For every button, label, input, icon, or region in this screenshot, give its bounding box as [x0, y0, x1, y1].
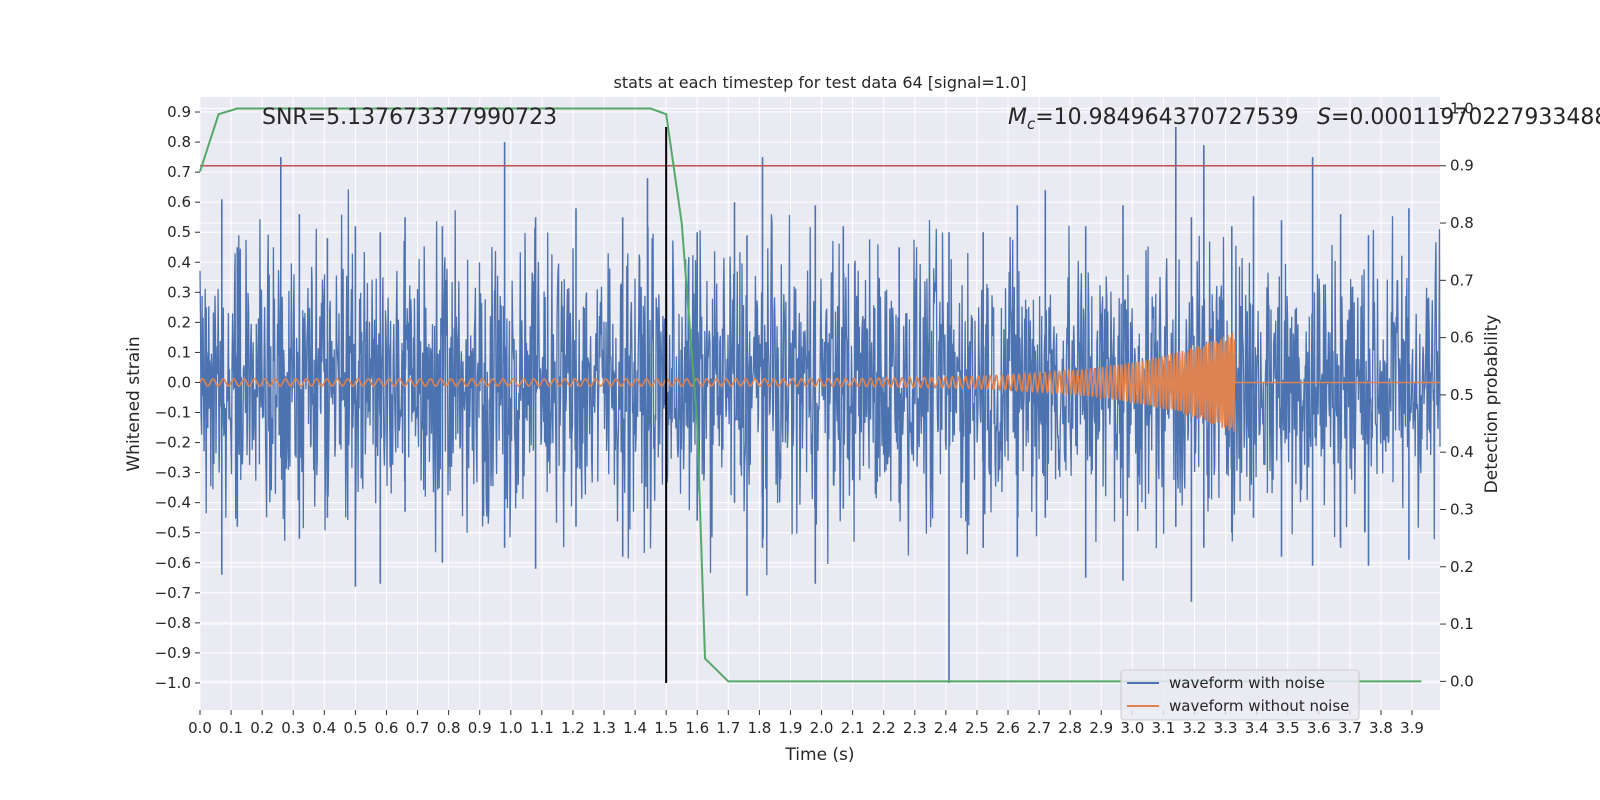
chirp-mass-annotation: Mc=10.984964370727539: [1008, 105, 1299, 133]
right-axis-ticks: 1.0 0.9 0.8 0.7 0.6 0.5 0.4 0.3 0.2 0.1 0.0: [1440, 99, 1474, 690]
y-right-tick-label: 0.5: [1450, 386, 1474, 404]
x-tick-label: 1.3: [592, 719, 616, 737]
y-left-tick-label: 0.5: [167, 223, 191, 241]
left-axis-ticks: 0.9 0.8 0.7 0.6 0.5 0.4 0.3 0.2 0.1 0.0 −0.1 −0.2 −0…: [155, 103, 200, 692]
x-tick-label: 3.8: [1369, 719, 1393, 737]
s-value: =0.00011970227933488786: [1331, 105, 1600, 130]
chart-title: stats at each timestep for test data 64 …: [614, 73, 1027, 92]
x-tick-label: 2.5: [965, 719, 989, 737]
x-tick-label: 3.7: [1338, 719, 1362, 737]
x-tick-label: 2.0: [810, 719, 834, 737]
y-left-tick-label: 0.2: [167, 313, 191, 331]
y-right-tick-label: 0.4: [1450, 443, 1474, 461]
x-tick-label: 1.8: [747, 719, 771, 737]
y-left-tick-label: 0.9: [167, 103, 191, 121]
x-tick-label: 0.1: [219, 719, 243, 737]
y-left-tick-label: −0.8: [155, 614, 191, 632]
legend-label-clean: waveform without noise: [1169, 697, 1349, 715]
y-left-tick-label: 0.3: [167, 283, 191, 301]
x-tick-label: 2.6: [996, 719, 1020, 737]
x-tick-label: 1.7: [716, 719, 740, 737]
x-tick-label: 2.3: [903, 719, 927, 737]
y-right-tick-label: 0.1: [1450, 615, 1474, 633]
y-right-tick-label: 0.6: [1450, 329, 1474, 347]
y-left-tick-label: 0.4: [167, 253, 191, 271]
x-tick-label: 2.4: [934, 719, 958, 737]
y-left-tick-label: 0.6: [167, 193, 191, 211]
probability-series: [199, 107, 1422, 683]
s-symbol: S: [1317, 105, 1331, 130]
y-axis-label-right: Detection probability: [1482, 315, 1502, 494]
x-tick-label: 1.2: [561, 719, 585, 737]
y-left-tick-label: 0.7: [167, 163, 191, 181]
y-left-tick-label: −0.5: [155, 524, 191, 542]
y-right-tick-label: 0.8: [1450, 214, 1474, 232]
x-tick-label: 2.8: [1058, 719, 1082, 737]
x-tick-label: 0.0: [188, 719, 212, 737]
legend: waveform with noise waveform without noi…: [1120, 669, 1360, 721]
probability-line: [199, 107, 1422, 683]
clean-trace: [199, 332, 1440, 432]
legend-label-noise: waveform with noise: [1169, 674, 1325, 692]
x-tick-label: 0.2: [250, 719, 274, 737]
x-axis-ticks: 0.0 0.1 0.2 0.3 0.4 0.5 0.6 0.7 0.8 0.9 1.0 1.1 1.2 1…: [188, 710, 1424, 737]
x-tick-label: 3.2: [1183, 719, 1207, 737]
x-tick-label: 2.7: [1027, 719, 1051, 737]
mc-subscript: c: [1027, 115, 1036, 133]
clean-series: [199, 332, 1440, 432]
y-axis-label-left: Whitened strain: [124, 336, 144, 471]
x-tick-label: 3.6: [1307, 719, 1331, 737]
x-tick-label: 1.9: [779, 719, 803, 737]
x-tick-label: 0.7: [406, 719, 430, 737]
x-tick-label: 0.9: [468, 719, 492, 737]
strain-annotation: S=0.00011970227933488786: [1317, 105, 1600, 130]
y-left-tick-label: −0.7: [155, 584, 191, 602]
y-right-tick-label: 1.0: [1450, 99, 1474, 117]
x-tick-label: 3.3: [1214, 719, 1238, 737]
legend-box: [1120, 669, 1360, 721]
y-left-tick-label: −1.0: [155, 674, 191, 692]
y-left-tick-label: 0.8: [167, 133, 191, 151]
time-marker: [200, 127, 1440, 683]
y-right-tick-label: 0.9: [1450, 157, 1474, 175]
x-tick-label: 0.5: [343, 719, 367, 737]
x-tick-label: 0.3: [281, 719, 305, 737]
x-axis-label: Time (s): [784, 745, 854, 765]
y-left-tick-label: 0.1: [167, 343, 191, 361]
x-tick-label: 1.0: [499, 719, 523, 737]
x-tick-label: 1.5: [654, 719, 678, 737]
x-tick-label: 1.1: [530, 719, 554, 737]
y-left-tick-label: −0.6: [155, 554, 191, 572]
x-tick-label: 1.6: [685, 719, 709, 737]
y-left-tick-label: −0.1: [155, 404, 191, 422]
x-tick-label: 3.0: [1120, 719, 1144, 737]
x-tick-label: 0.8: [437, 719, 461, 737]
mc-symbol: M: [1008, 105, 1027, 130]
x-tick-label: 3.5: [1276, 719, 1300, 737]
x-tick-label: 1.4: [623, 719, 647, 737]
x-tick-label: 0.6: [375, 719, 399, 737]
snr-annotation: SNR=5.137673377990723: [262, 105, 557, 130]
y-left-tick-label: 0.0: [167, 373, 191, 391]
y-left-tick-label: −0.9: [155, 644, 191, 662]
y-left-tick-label: −0.4: [155, 494, 191, 512]
y-right-tick-label: 0.2: [1450, 558, 1474, 576]
x-tick-label: 3.9: [1400, 719, 1424, 737]
y-right-tick-label: 0.7: [1450, 271, 1474, 289]
x-tick-label: 3.1: [1151, 719, 1175, 737]
x-tick-label: 2.2: [872, 719, 896, 737]
x-tick-label: 2.1: [841, 719, 865, 737]
mc-value: =10.984964370727539: [1035, 105, 1298, 130]
y-right-tick-label: 0.3: [1450, 500, 1474, 518]
y-right-tick-label: 0.0: [1450, 672, 1474, 690]
x-tick-label: 0.4: [312, 719, 336, 737]
y-left-tick-label: −0.3: [155, 464, 191, 482]
x-tick-label: 2.9: [1089, 719, 1113, 737]
x-tick-label: 3.4: [1245, 719, 1269, 737]
y-left-tick-label: −0.2: [155, 434, 191, 452]
